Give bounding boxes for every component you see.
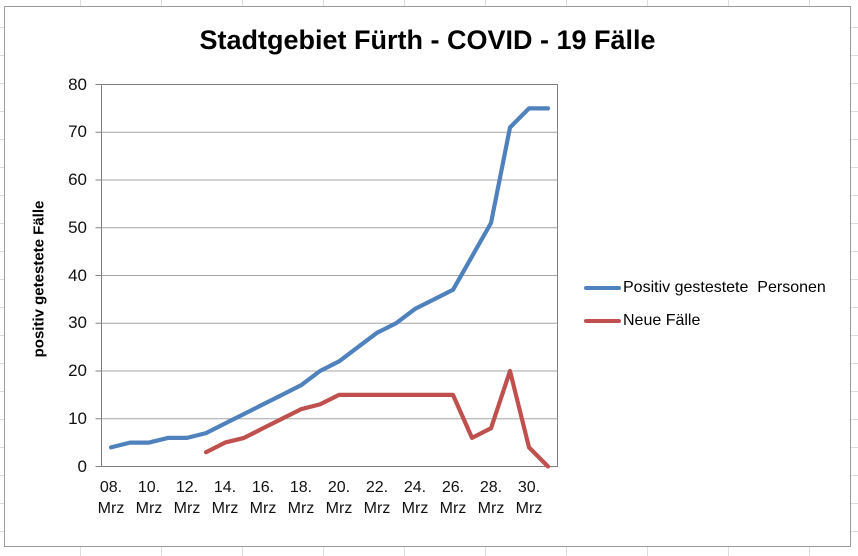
legend-label: Neue Fälle (623, 312, 701, 329)
y-tick-label: 20 (68, 361, 87, 380)
x-tick-month: Mrz (325, 500, 353, 517)
x-tick-month: Mrz (401, 500, 429, 517)
y-tick-label: 80 (68, 74, 87, 94)
x-tick-label: 24. Mrz (393, 477, 437, 519)
x-tick-day: 28. (479, 479, 503, 496)
x-tick-day: 16. (251, 479, 275, 496)
x-tick-day: 10. (137, 479, 161, 496)
plot-border (101, 84, 558, 467)
x-tick-month: Mrz (363, 500, 391, 517)
y-tick-label: 10 (68, 408, 87, 428)
x-tick-label: 22. Mrz (355, 477, 399, 519)
series-line-0 (108, 106, 551, 450)
legend-line-marker (584, 319, 621, 323)
x-tick-label: 18. Mrz (279, 477, 323, 519)
legend: Positiv gestestete Personen Neue Fälle (584, 278, 826, 344)
x-tick-day: 24. (403, 479, 427, 496)
chart-frame: Stadtgebiet Fürth - COVID - 19 Fälle pos… (4, 6, 851, 547)
y-tick-label: 50 (68, 217, 87, 237)
x-tick-day: 26. (441, 479, 465, 496)
legend-item-1: Neue Fälle (584, 311, 826, 331)
x-tick-label: 08. Mrz (89, 477, 133, 519)
x-tick-month: Mrz (515, 500, 543, 517)
x-tick-label: 12. Mrz (165, 477, 209, 519)
x-tick-month: Mrz (97, 500, 125, 517)
plot-area (95, 84, 558, 469)
x-tick-day: 14. (213, 479, 237, 496)
series-line-1 (203, 368, 551, 469)
x-tick-label: 26. Mrz (431, 477, 475, 519)
y-tick-label: 40 (68, 265, 87, 285)
x-tick-month: Mrz (439, 500, 467, 517)
x-tick-label: 10. Mrz (127, 477, 171, 519)
x-tick-day: 30. (517, 479, 541, 496)
x-tick-month: Mrz (287, 500, 315, 517)
x-tick-label: 14. Mrz (203, 477, 247, 519)
legend-item-0: Positiv gestestete Personen (584, 278, 826, 298)
x-tick-day: 12. (175, 479, 199, 496)
x-tick-day: 18. (289, 479, 313, 496)
x-tick-label: 16. Mrz (241, 477, 285, 519)
y-tick-label: 70 (68, 122, 87, 142)
x-tick-day: 20. (327, 479, 351, 496)
x-tick-month: Mrz (135, 500, 163, 517)
x-tick-month: Mrz (477, 500, 505, 517)
legend-line-marker (584, 286, 621, 290)
x-tick-day: 22. (365, 479, 389, 496)
x-tick-label: 28. Mrz (469, 477, 513, 519)
x-tick-month: Mrz (173, 500, 201, 517)
x-tick-label: 30. Mrz (507, 477, 551, 519)
x-tick-day: 08. (99, 479, 123, 496)
x-tick-label: 20. Mrz (317, 477, 361, 519)
y-tick-label: 30 (68, 313, 87, 333)
x-tick-month: Mrz (249, 500, 277, 517)
y-tick-label: 0 (77, 456, 87, 476)
chart-title: Stadtgebiet Fürth - COVID - 19 Fälle (199, 25, 656, 55)
y-tick-label: 60 (68, 170, 87, 189)
legend-label: Positiv gestestete Personen (623, 279, 826, 296)
x-tick-month: Mrz (211, 500, 239, 517)
